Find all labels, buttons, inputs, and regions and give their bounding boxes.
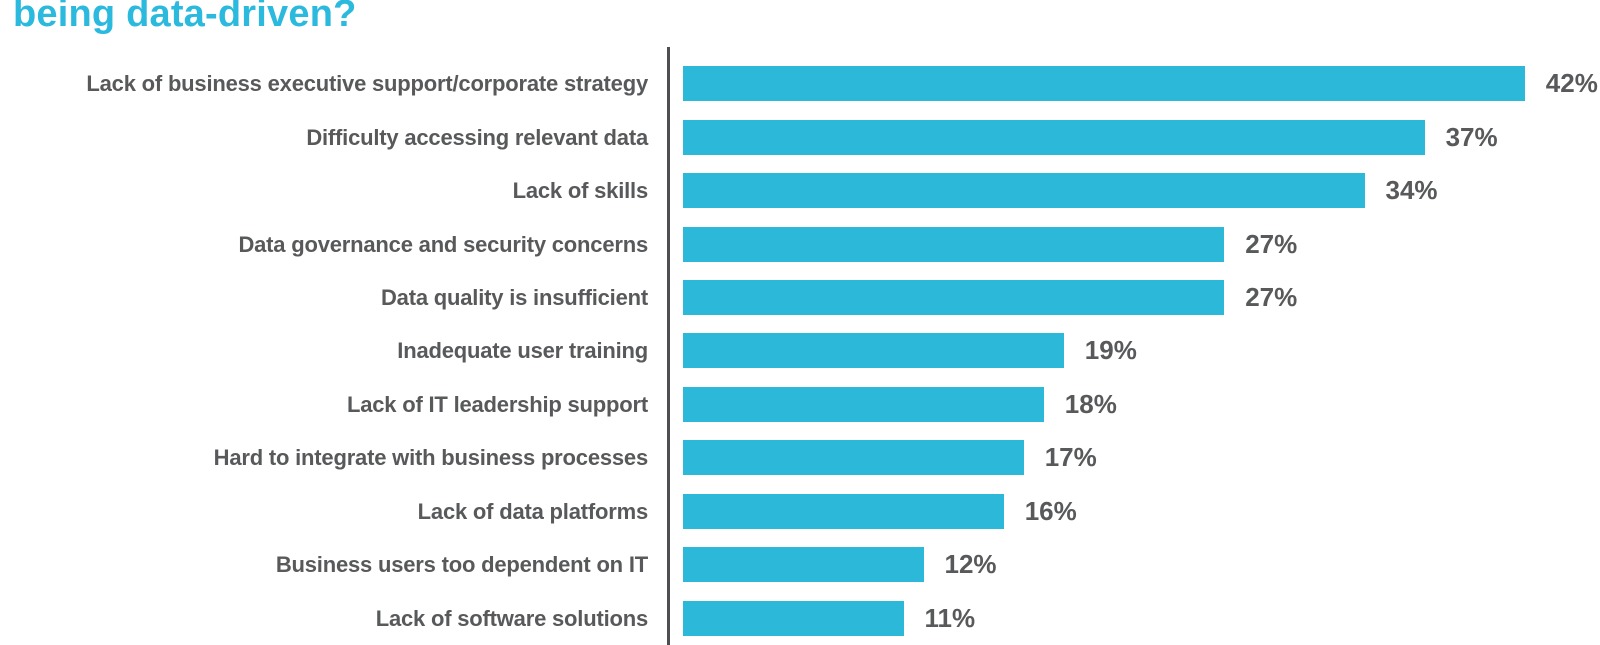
bar xyxy=(683,440,1024,476)
category-label: Business users too dependent on IT xyxy=(275,552,648,578)
bar xyxy=(683,600,904,636)
bar-row: Lack of IT leadership support 18% xyxy=(0,378,1600,431)
bar-track: 27% xyxy=(683,280,1600,316)
value-label: 34% xyxy=(1385,175,1438,206)
bar-track: 19% xyxy=(683,333,1600,369)
bar xyxy=(683,333,1064,369)
category-label: Lack of software solutions xyxy=(375,605,648,631)
bar xyxy=(683,547,924,583)
bar xyxy=(683,280,1225,316)
category-label: Lack of IT leadership support xyxy=(346,391,648,417)
bar-row: Lack of business executive support/corpo… xyxy=(0,57,1600,110)
bar-row: Data quality is insufficient 27% xyxy=(0,271,1600,324)
bar xyxy=(683,386,1044,422)
bar-track: 37% xyxy=(683,119,1600,155)
bar xyxy=(683,173,1365,209)
value-label: 27% xyxy=(1245,228,1298,259)
bar-row: Lack of data platforms 16% xyxy=(0,485,1600,538)
value-label: 17% xyxy=(1044,442,1097,473)
bar-track: 18% xyxy=(683,386,1600,422)
value-label: 11% xyxy=(924,602,976,633)
category-label: Hard to integrate with business processe… xyxy=(213,445,649,471)
value-label: 19% xyxy=(1084,335,1137,366)
bar-row: Data governance and security concerns 27… xyxy=(0,217,1600,270)
category-label: Lack of data platforms xyxy=(417,498,649,524)
bar xyxy=(683,66,1525,102)
bar-plot-area: Lack of business executive support/corpo… xyxy=(0,47,1600,645)
y-axis-line xyxy=(667,47,670,645)
bar-row: Lack of software solutions 11% xyxy=(0,592,1600,645)
bar-track: 11% xyxy=(683,600,1600,636)
bar-row: Inadequate user training 19% xyxy=(0,324,1600,377)
category-label: Data quality is insufficient xyxy=(380,284,648,310)
value-label: 12% xyxy=(944,549,997,580)
category-label: Data governance and security concerns xyxy=(238,231,648,257)
value-label: 42% xyxy=(1545,68,1598,99)
bar-track: 34% xyxy=(683,173,1600,209)
value-label: 18% xyxy=(1064,388,1117,419)
value-label: 37% xyxy=(1445,121,1498,152)
category-label: Inadequate user training xyxy=(397,338,648,364)
chart-title: being data-driven? xyxy=(13,0,357,35)
category-label: Lack of business executive support/corpo… xyxy=(86,71,648,97)
bar-rows: Lack of business executive support/corpo… xyxy=(0,57,1600,645)
bar-track: 17% xyxy=(683,440,1600,476)
category-label: Lack of skills xyxy=(512,178,649,204)
bar-track: 27% xyxy=(683,226,1600,262)
value-label: 27% xyxy=(1245,282,1298,313)
bar-row: Business users too dependent on IT 12% xyxy=(0,538,1600,591)
bar-track: 42% xyxy=(683,66,1600,102)
bar-row: Hard to integrate with business processe… xyxy=(0,431,1600,484)
bar xyxy=(683,226,1225,262)
bar-row: Lack of skills 34% xyxy=(0,164,1600,217)
bar xyxy=(683,493,1004,529)
bar-track: 16% xyxy=(683,493,1600,529)
bar-track: 12% xyxy=(683,547,1600,583)
bar-row: Difficulty accessing relevant data 37% xyxy=(0,110,1600,163)
value-label: 16% xyxy=(1024,495,1077,526)
category-label: Difficulty accessing relevant data xyxy=(306,124,648,150)
bar xyxy=(683,119,1425,155)
